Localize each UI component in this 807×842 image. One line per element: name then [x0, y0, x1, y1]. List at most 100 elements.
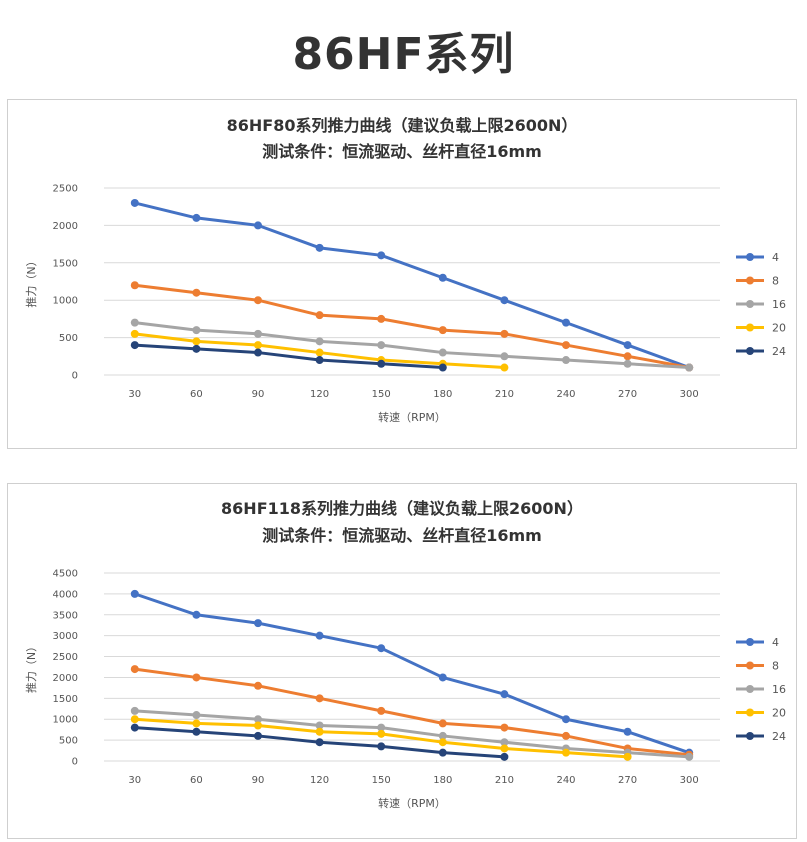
data-point: [500, 363, 509, 372]
y-tick-label: 4000: [53, 589, 78, 600]
legend-swatch-marker: [746, 732, 754, 740]
data-point: [254, 715, 262, 724]
data-point: [562, 731, 570, 740]
x-tick-label: 300: [680, 389, 699, 400]
y-tick-label: 500: [59, 736, 78, 747]
data-point: [192, 610, 201, 619]
data-point: [315, 311, 324, 320]
data-point: [623, 727, 632, 736]
data-point: [254, 341, 262, 350]
chart-title-line2: 测试条件：恒流驱动、丝杆直径16mm: [262, 142, 542, 161]
legend-swatch-marker: [746, 253, 754, 261]
data-point: [623, 359, 632, 368]
x-tick-label: 270: [618, 775, 637, 786]
x-tick-label: 90: [252, 389, 265, 400]
legend-entry-16: 16: [772, 298, 786, 311]
y-tick-label: 4500: [53, 569, 78, 580]
x-axis-label: 转速（RPM）: [378, 796, 446, 810]
x-tick-label: 30: [128, 389, 141, 400]
data-point: [130, 715, 139, 724]
legend-entry-16: 16: [772, 683, 786, 696]
data-point: [315, 738, 324, 747]
legend-swatch-marker: [746, 661, 754, 670]
x-tick-label: 180: [433, 389, 452, 400]
data-point: [315, 727, 324, 736]
series-line-16: [134, 321, 690, 370]
page-title: 86HF系列: [292, 29, 515, 80]
data-point: [315, 337, 324, 346]
data-point: [438, 731, 447, 740]
data-point: [438, 673, 447, 682]
data-point: [377, 341, 386, 350]
data-point: [254, 296, 262, 305]
x-tick-label: 90: [252, 775, 265, 786]
data-point: [685, 363, 694, 372]
data-point: [623, 352, 632, 361]
data-point: [500, 352, 509, 361]
x-tick-label: 270: [618, 389, 637, 400]
y-tick-label: 1500: [53, 694, 78, 705]
legend-swatch-marker: [746, 323, 754, 332]
y-tick-label: 1000: [53, 296, 78, 307]
chart-panel-86hf80: 86HF80系列推力曲线（建议负载上限2600N） 测试条件：恒流驱动、丝杆直径…: [7, 99, 797, 449]
y-axis-label: 推力（N）: [24, 641, 38, 693]
data-point: [377, 359, 386, 368]
data-point: [130, 318, 139, 327]
series-line-16: [134, 709, 690, 759]
data-point: [562, 341, 570, 350]
data-point: [377, 644, 386, 653]
legend-swatch-marker: [746, 638, 754, 646]
data-point: [192, 727, 201, 736]
x-tick-label: 150: [372, 775, 391, 786]
x-tick-label: 30: [128, 775, 141, 786]
legend-entry-24: 24: [772, 345, 786, 358]
data-point: [192, 326, 201, 335]
data-point: [685, 752, 694, 761]
data-point: [254, 329, 262, 338]
chart-title-line1: 86HF118系列推力曲线（建议负载上限2600N）: [221, 499, 583, 518]
data-point: [500, 690, 509, 699]
legend-entry-20: 20: [772, 322, 786, 335]
data-point: [500, 296, 509, 305]
legend-entry-4: 4: [772, 251, 779, 264]
data-point: [377, 706, 386, 715]
x-tick-label: 180: [433, 775, 452, 786]
chart-86hf80-svg: 0 500 1000 1500 2000 2500 30 60 90 120 150 180 210 24…: [24, 184, 786, 425]
y-tick-label: 0: [72, 371, 78, 382]
data-point: [130, 723, 139, 732]
data-point: [130, 281, 139, 290]
series-line-24: [134, 343, 443, 370]
chart-86hf118-svg: 0 500 1000 1500 2000 2500 3000 3500 4000 4500 30 60…: [24, 569, 786, 811]
legend-entry-24: 24: [772, 730, 786, 743]
data-point: [254, 619, 262, 628]
data-point: [254, 348, 262, 357]
series-line-8: [134, 667, 690, 757]
data-point: [438, 348, 447, 357]
chart-panel-86hf118: 86HF118系列推力曲线（建议负载上限2600N） 测试条件：恒流驱动、丝杆直…: [7, 483, 797, 839]
x-tick-label: 240: [556, 389, 575, 400]
data-point: [192, 719, 201, 728]
y-tick-label: 2000: [53, 221, 78, 232]
data-point: [562, 715, 570, 724]
data-point: [315, 631, 324, 640]
y-tick-label: 3000: [53, 631, 78, 642]
data-point: [315, 694, 324, 703]
data-point: [500, 738, 509, 747]
chart-title-line2: 测试条件：恒流驱动、丝杆直径16mm: [262, 526, 542, 545]
data-point: [438, 326, 447, 335]
data-point: [438, 273, 447, 282]
data-point: [192, 711, 201, 720]
x-tick-label: 120: [310, 775, 329, 786]
data-point: [315, 243, 324, 252]
x-tick-label: 60: [190, 389, 203, 400]
x-tick-label: 60: [190, 775, 203, 786]
data-point: [377, 251, 386, 260]
data-point: [254, 721, 262, 730]
data-point: [130, 589, 139, 598]
series-line-4: [134, 592, 690, 755]
data-point: [438, 363, 447, 372]
x-tick-label: 150: [372, 389, 391, 400]
series-line-4: [134, 201, 690, 369]
data-point: [130, 198, 139, 207]
legend-entry-20: 20: [772, 707, 786, 720]
